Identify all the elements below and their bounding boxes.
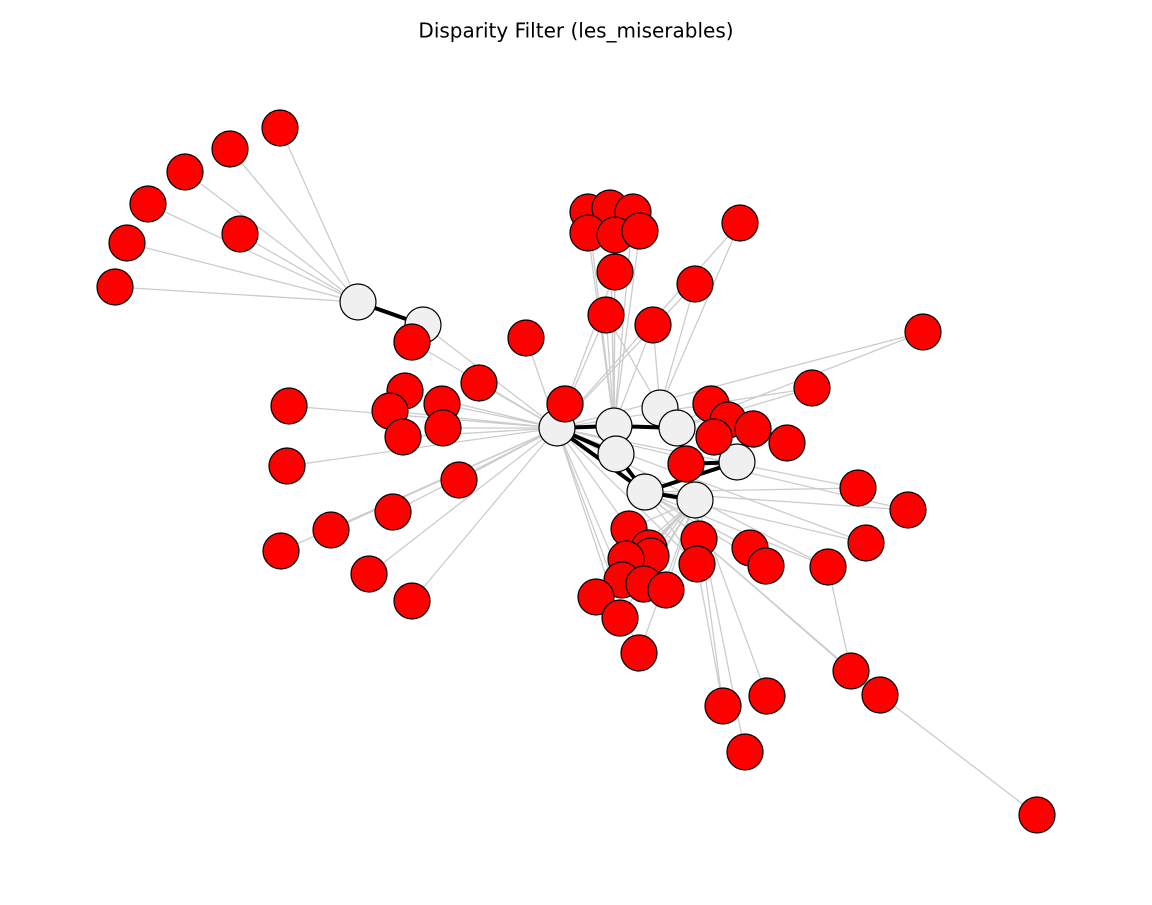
node bbox=[440, 461, 478, 499]
node bbox=[839, 469, 877, 507]
edge bbox=[368, 427, 558, 575]
edge bbox=[392, 427, 558, 513]
backbone-node bbox=[597, 435, 635, 473]
node bbox=[587, 296, 625, 334]
title: Disparity Filter (les_miserables) bbox=[418, 19, 733, 43]
node bbox=[748, 677, 786, 715]
edge bbox=[441, 403, 558, 429]
node bbox=[166, 153, 204, 191]
node bbox=[676, 265, 714, 303]
edge bbox=[613, 271, 616, 427]
edge bbox=[659, 283, 696, 409]
node bbox=[889, 491, 927, 529]
node bbox=[221, 215, 259, 253]
node bbox=[393, 582, 431, 620]
node bbox=[312, 511, 350, 549]
node bbox=[262, 532, 300, 570]
edge bbox=[184, 171, 359, 303]
backbone-node bbox=[339, 283, 377, 321]
node bbox=[393, 323, 431, 361]
node bbox=[596, 253, 634, 291]
edge bbox=[644, 491, 829, 568]
node bbox=[678, 545, 716, 583]
edge bbox=[229, 148, 359, 303]
backbone-node bbox=[658, 409, 696, 447]
edge bbox=[286, 427, 558, 467]
node bbox=[374, 493, 412, 531]
node bbox=[261, 109, 299, 147]
node bbox=[1018, 796, 1056, 834]
node bbox=[621, 212, 659, 250]
node bbox=[809, 548, 847, 586]
node bbox=[129, 185, 167, 223]
node bbox=[211, 130, 249, 168]
node bbox=[546, 385, 584, 423]
node bbox=[108, 224, 146, 262]
backbone-node bbox=[676, 481, 714, 519]
node bbox=[577, 578, 615, 616]
edge bbox=[114, 286, 359, 303]
node bbox=[861, 676, 899, 714]
nodes bbox=[96, 109, 1056, 834]
edge bbox=[288, 405, 558, 429]
edge bbox=[411, 427, 558, 602]
edge bbox=[659, 222, 741, 409]
node bbox=[667, 445, 705, 483]
node bbox=[647, 571, 685, 609]
edge bbox=[696, 563, 724, 707]
node bbox=[507, 319, 545, 357]
edge bbox=[556, 427, 630, 530]
node bbox=[793, 369, 831, 407]
node bbox=[270, 387, 308, 425]
node bbox=[704, 687, 742, 725]
node bbox=[695, 418, 733, 456]
node bbox=[904, 313, 942, 351]
node bbox=[96, 268, 134, 306]
node bbox=[721, 204, 759, 242]
edge bbox=[613, 230, 641, 427]
node bbox=[601, 599, 639, 637]
node bbox=[832, 652, 870, 690]
node bbox=[424, 409, 462, 447]
node bbox=[734, 410, 772, 448]
node bbox=[460, 364, 498, 402]
edge bbox=[879, 694, 1038, 816]
node bbox=[847, 524, 885, 562]
node bbox=[768, 424, 806, 462]
edge bbox=[279, 127, 359, 303]
node bbox=[620, 634, 658, 672]
node bbox=[726, 733, 764, 771]
node bbox=[634, 306, 672, 344]
node bbox=[384, 418, 422, 456]
node bbox=[747, 547, 785, 585]
edge bbox=[676, 387, 813, 429]
node bbox=[350, 555, 388, 593]
backbone-node bbox=[718, 443, 756, 481]
backbone-node bbox=[626, 473, 664, 511]
node bbox=[268, 447, 306, 485]
edge bbox=[239, 233, 359, 303]
edge bbox=[147, 203, 359, 303]
edge bbox=[126, 242, 359, 303]
